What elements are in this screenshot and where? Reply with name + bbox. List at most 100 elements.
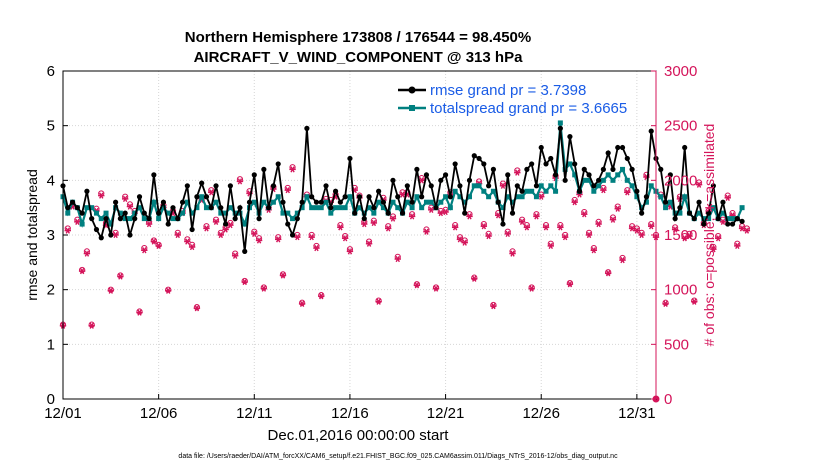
obs-assimilated-point [456, 236, 464, 243]
totalspread-point [428, 199, 434, 205]
rmse-point [581, 166, 587, 172]
obs-assimilated-point [394, 255, 401, 263]
obs-assimilated-point [203, 225, 210, 232]
totalspread-point [462, 199, 468, 205]
y2-tick-label: 1000 [664, 282, 697, 299]
x-tick-label: 12/21 [427, 405, 465, 422]
rmse-point [218, 205, 224, 211]
totalspread-point [395, 205, 401, 211]
rmse-point [557, 125, 563, 131]
x-tick-label: 12/31 [618, 405, 656, 422]
chart-title-line1: Northern Hemisphere 173808 / 176544 = 98… [185, 29, 531, 46]
obs-assimilated-point [184, 238, 191, 245]
obs-assimilated-point [581, 211, 588, 218]
obs-assimilated-point [375, 298, 382, 305]
obs-assimilated-point [318, 293, 325, 300]
y2-axis-label: # of obs: o=possible; ∗=assimilated [701, 124, 717, 347]
obs-assimilated-point [628, 225, 636, 232]
obs-assimilated-point [542, 224, 550, 231]
obs-assimilated-point [389, 215, 397, 222]
rmse-point [610, 166, 616, 172]
obs-possible-point [79, 266, 86, 274]
rmse-point [538, 144, 544, 151]
rmse-point [361, 216, 367, 222]
totalspread-point [318, 205, 324, 211]
rmse-point [266, 205, 272, 211]
rmse-point [84, 188, 90, 194]
totalspread-point [203, 205, 209, 211]
totalspread-point [500, 205, 506, 211]
obs-assimilated-point [490, 302, 497, 310]
rmse-point [672, 216, 678, 222]
rmse-point [160, 199, 167, 205]
totalspread-point [103, 210, 109, 216]
rmse-point [380, 199, 387, 205]
totalspread-point [543, 188, 549, 194]
y2-tick-label: 3000 [664, 63, 697, 80]
totalspread-point [452, 188, 458, 194]
totalspread-point [510, 199, 516, 205]
totalspread-point [524, 188, 530, 194]
rmse-point [179, 199, 186, 205]
obs-possible-point [279, 271, 287, 278]
totalspread-point [160, 205, 166, 211]
totalspread-point [643, 199, 649, 205]
totalspread-point [390, 199, 396, 205]
rmse-point [428, 183, 434, 189]
totalspread-point [490, 188, 496, 194]
obs-assimilated-point [126, 203, 134, 210]
obs-assimilated-point [504, 230, 511, 238]
totalspread-point [572, 172, 578, 178]
totalspread-point [299, 205, 305, 211]
obs-assimilated-point [236, 178, 244, 185]
axes: 12/01 12/06 12/11 12/16 12/21 12/26 12/31 0 1 2 3 4… [44, 63, 697, 422]
totalspread-point [514, 194, 520, 200]
rmse-point [524, 166, 530, 172]
totalspread-point [328, 210, 334, 216]
y-tick-label: 6 [47, 63, 55, 80]
rmse-point [165, 221, 171, 227]
rmse-point [132, 216, 138, 222]
totalspread-point [117, 210, 123, 216]
totalspread-point [285, 210, 291, 216]
obs-assimilated-point [212, 218, 220, 226]
totalspread-point [127, 216, 133, 222]
totalspread-point [610, 177, 616, 183]
totalspread-point [141, 216, 147, 222]
obs-assimilated-point [734, 242, 741, 250]
rmse-point [715, 216, 721, 222]
x-tick-label: 12/06 [140, 405, 178, 422]
rmse-point [734, 216, 740, 222]
obs-assimilated-point [624, 189, 631, 196]
totalspread-point [529, 188, 535, 194]
totalspread-point [194, 205, 200, 211]
rmse-point [294, 216, 300, 222]
totalspread-point [290, 216, 296, 222]
totalspread-point [605, 172, 611, 178]
rmse-point [739, 218, 745, 224]
obs-assimilated-point [284, 187, 291, 194]
obs-possible-point [88, 321, 95, 328]
obs-assimilated-point [83, 250, 91, 257]
rmse-point [691, 216, 697, 222]
totalspread-point [586, 177, 592, 183]
rmse-point [562, 177, 568, 183]
rmse-point [222, 221, 229, 227]
obs-assimilated-point [361, 220, 368, 228]
totalspread-point [486, 194, 492, 200]
rmse-point [141, 210, 147, 216]
rmse-point [227, 183, 233, 189]
rmse-point [572, 161, 578, 167]
rmse-point [89, 216, 95, 222]
y-tick-label: 0 [47, 391, 55, 408]
obs-assimilated-point [461, 239, 468, 246]
obs-assimilated-point [308, 234, 315, 241]
rmse-point [261, 166, 267, 172]
obs-assimilated-point [428, 206, 435, 213]
y-tick-label: 1 [47, 336, 55, 353]
rmse-point [529, 161, 535, 167]
rmse-point [552, 172, 559, 178]
obs-assimilated-point [633, 227, 641, 234]
legend-spread-marker [409, 105, 415, 111]
totalspread-point [533, 194, 539, 200]
